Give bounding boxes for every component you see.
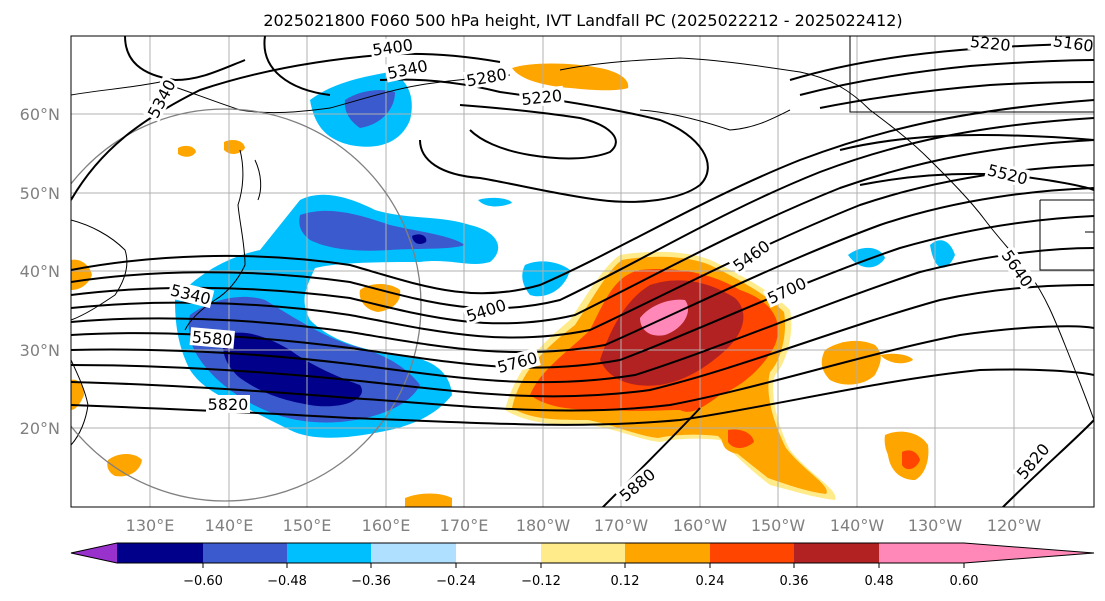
lon-label: 180°W <box>516 516 571 535</box>
map-panel: 5400 5340 5280 5220 5340 5220 5160 5520 … <box>70 31 1095 508</box>
lon-label: 160°W <box>673 516 728 535</box>
colorbar-bin <box>371 543 456 563</box>
lat-label: 20°N <box>20 419 60 438</box>
colorbar-tick-label: −0.60 <box>183 574 223 589</box>
lon-label: 120°W <box>987 516 1042 535</box>
lat-label: 40°N <box>20 262 60 281</box>
colorbar-tick-label: −0.12 <box>521 574 561 589</box>
contour-label: 5160 <box>1052 31 1095 55</box>
colorbar-bin <box>117 543 203 563</box>
lon-label: 170°W <box>594 516 649 535</box>
colorbar-bin <box>710 543 794 563</box>
lat-label: 30°N <box>20 341 60 360</box>
lon-label: 130°E <box>126 516 175 535</box>
colorbar-tick-label: 0.60 <box>950 574 979 589</box>
contour-label: 5220 <box>969 32 1011 55</box>
contour-label: 5400 <box>371 35 414 59</box>
colorbar-bin <box>541 543 625 563</box>
lon-label: 130°W <box>908 516 963 535</box>
colorbar-tick-label: 0.24 <box>696 574 725 589</box>
contour-label: 5820 <box>208 395 249 414</box>
colorbar-extend-high <box>964 543 1094 563</box>
colorbar-tick-label: −0.36 <box>351 574 391 589</box>
lon-label: 170°E <box>440 516 489 535</box>
lon-label: 160°E <box>362 516 411 535</box>
lat-label: 50°N <box>20 184 60 203</box>
colorbar-bin <box>625 543 710 563</box>
latitude-labels: 20°N 30°N 40°N 50°N 60°N <box>20 105 60 438</box>
map-title: 2025021800 F060 500 hPa height, IVT Land… <box>263 11 902 30</box>
map-frame <box>70 35 1095 508</box>
reference-circle <box>71 108 422 502</box>
lon-label: 150°E <box>283 516 332 535</box>
colorbar-bin <box>794 543 879 563</box>
longitude-labels: 130°E 140°E 150°E 160°E 170°E 180°W 170°… <box>126 516 1042 535</box>
colorbar-bin <box>287 543 371 563</box>
colorbar-tick-label: 0.12 <box>611 574 640 589</box>
colorbar-outline <box>70 542 1095 564</box>
colorbar-bin <box>879 543 964 563</box>
lon-label: 140°W <box>830 516 885 535</box>
colorbar-tick-label: −0.48 <box>267 574 307 589</box>
contour-label: 5220 <box>520 86 562 109</box>
colorbar-bin <box>456 543 541 563</box>
lat-label: 60°N <box>20 105 60 124</box>
colorbar-tick-label: 0.36 <box>780 574 809 589</box>
colorbar: −0.60 −0.48 −0.36 −0.24 −0.12 0.12 0.24 … <box>70 542 1095 589</box>
ivt-positive-region <box>71 63 929 507</box>
contour-label: 5580 <box>191 327 233 349</box>
coastlines <box>71 36 1094 446</box>
colorbar-tick-label: −0.24 <box>436 574 476 589</box>
colorbar-tick-label: 0.48 <box>865 574 894 589</box>
colorbar-extend-low <box>71 543 117 563</box>
colorbar-bin <box>203 543 287 563</box>
lon-label: 150°W <box>751 516 806 535</box>
lon-label: 140°E <box>205 516 254 535</box>
